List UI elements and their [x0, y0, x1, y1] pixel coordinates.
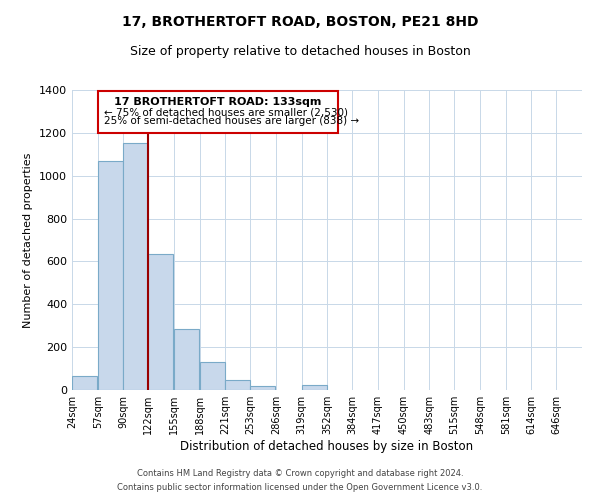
Bar — [98, 160, 123, 390]
Bar — [250, 386, 275, 390]
Bar — [200, 362, 225, 390]
X-axis label: Distribution of detached houses by size in Boston: Distribution of detached houses by size … — [181, 440, 473, 453]
Text: 25% of semi-detached houses are larger (838) →: 25% of semi-detached houses are larger (… — [104, 116, 359, 126]
Bar — [226, 380, 250, 390]
Text: 17, BROTHERTOFT ROAD, BOSTON, PE21 8HD: 17, BROTHERTOFT ROAD, BOSTON, PE21 8HD — [122, 15, 478, 29]
Text: Contains HM Land Registry data © Crown copyright and database right 2024.: Contains HM Land Registry data © Crown c… — [137, 468, 463, 477]
Text: 17 BROTHERTOFT ROAD: 133sqm: 17 BROTHERTOFT ROAD: 133sqm — [114, 97, 321, 107]
Y-axis label: Number of detached properties: Number of detached properties — [23, 152, 34, 328]
Bar — [174, 329, 199, 390]
Bar — [124, 142, 148, 390]
Text: ← 75% of detached houses are smaller (2,530): ← 75% of detached houses are smaller (2,… — [104, 107, 348, 117]
Bar — [72, 376, 97, 390]
Text: Size of property relative to detached houses in Boston: Size of property relative to detached ho… — [130, 45, 470, 58]
Text: Contains public sector information licensed under the Open Government Licence v3: Contains public sector information licen… — [118, 484, 482, 492]
Bar — [302, 386, 327, 390]
FancyBboxPatch shape — [98, 91, 338, 133]
Bar — [148, 254, 173, 390]
